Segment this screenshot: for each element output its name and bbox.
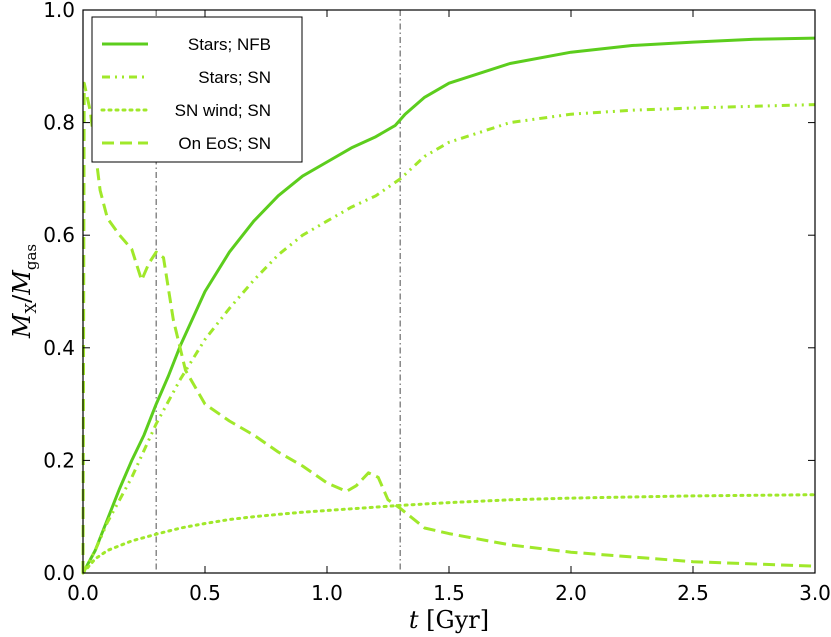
x-tick-label: 0.5 — [189, 581, 221, 605]
legend-item-0: Stars; NFB — [102, 35, 271, 54]
series-line-1 — [81, 103, 816, 574]
y-tick-label: 0.4 — [43, 336, 75, 360]
legend-item-2: SN wind; SN — [100, 101, 271, 120]
x-tick-label: 1.0 — [311, 581, 343, 605]
legend-label: On EoS; SN — [178, 134, 271, 153]
x-tick-label: 1.5 — [433, 581, 465, 605]
y-tick-label: 1.0 — [43, 0, 75, 22]
legend: Stars; NFB Stars; SN SN wind; SN On EoS; SN — [91, 16, 303, 163]
y-tick-label: 0.2 — [43, 448, 75, 472]
y-tick-label: 0.8 — [43, 111, 75, 135]
legend-item-3: On EoS; SN — [102, 134, 271, 153]
y-tick-label: 0.0 — [43, 561, 75, 585]
legend-label: Stars; NFB — [188, 35, 271, 54]
series-line-2 — [81, 493, 817, 575]
x-axis-ticks: 0.0 0.5 1.0 1.5 2.0 2.5 3.0 — [67, 10, 831, 605]
x-tick-label: 0.0 — [67, 581, 99, 605]
legend-label: Stars; SN — [198, 68, 271, 87]
legend-frame — [91, 16, 303, 163]
x-tick-label: 2.0 — [555, 581, 587, 605]
reference-vertical-lines — [155, 10, 401, 573]
legend-item-1: Stars; SN — [102, 68, 271, 87]
y-tick-label: 0.6 — [43, 223, 75, 247]
series-line-3 — [81, 81, 816, 574]
series-layer — [81, 36, 817, 575]
series-line-0 — [81, 36, 816, 574]
x-tick-label: 3.0 — [799, 581, 831, 605]
x-tick-label: 2.5 — [677, 581, 709, 605]
x-axis-label: t [Gyr] — [409, 606, 489, 634]
y-axis-label: MX/Mgas — [8, 244, 40, 339]
y-axis-ticks: 0.0 0.2 0.4 0.6 0.8 1.0 — [43, 0, 815, 585]
legend-label: SN wind; SN — [175, 101, 271, 120]
